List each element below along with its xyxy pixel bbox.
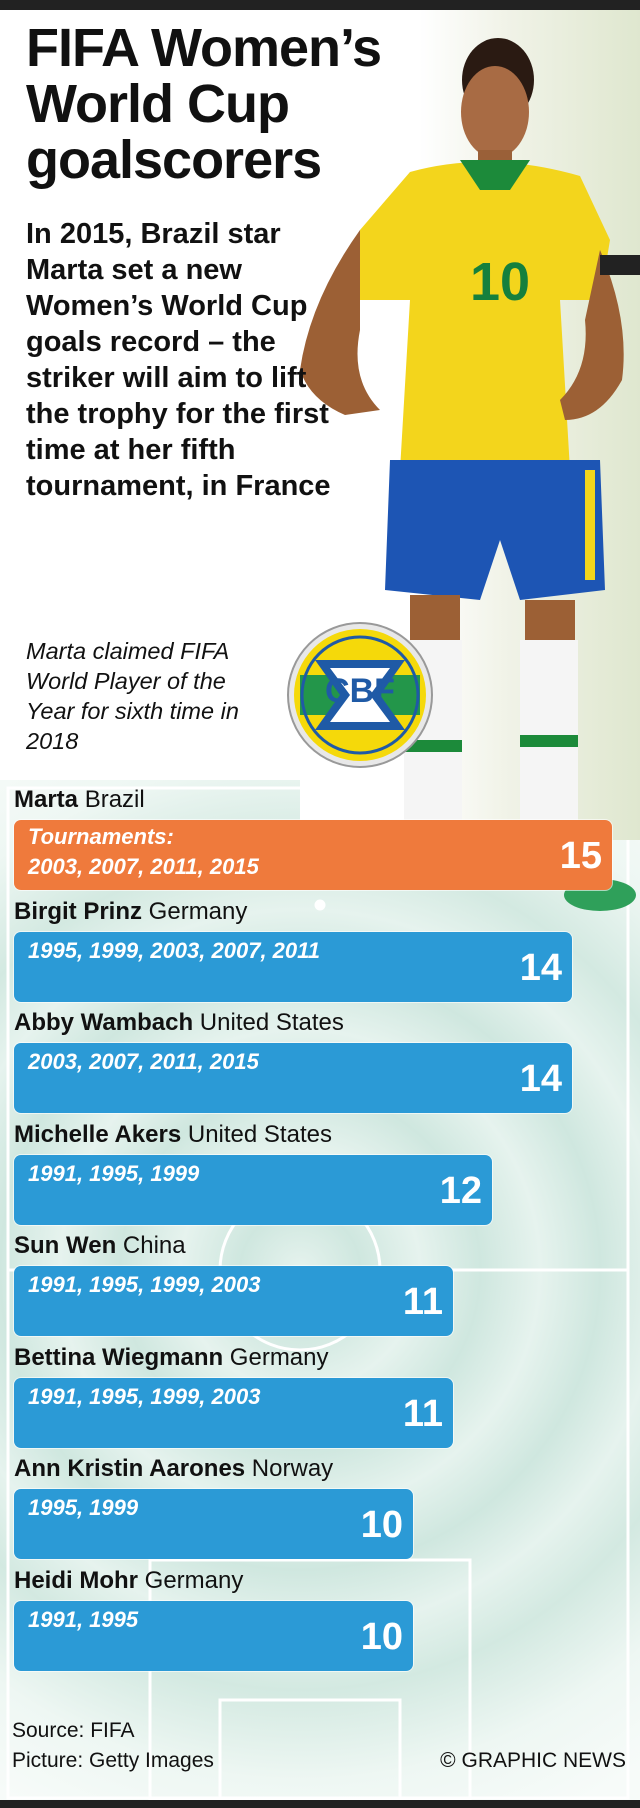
tournament-years: 1991, 1995, 1999, 2003 [28,1272,261,1297]
goals-bar: 1991, 1995 10 [14,1601,413,1671]
goals-value: 15 [559,835,602,877]
goals-value: 11 [402,1281,443,1323]
scorer-label: Bettina Wiegmann Germany [14,1344,329,1372]
goals-value: 10 [360,1504,403,1546]
graphic-news-credit: © GRAPHIC NEWS [440,1749,626,1772]
tournaments-caption: Tournaments: [28,824,174,849]
picture-credit: Picture: Getty Images [12,1749,214,1772]
player-shirt [360,161,610,470]
goals-bar: 1995, 1999, 2003, 2007, 2011 14 [14,932,572,1002]
tournament-years: 1991, 1995, 1999, 2003 [28,1384,261,1409]
scorer-name: Ann Kristin Aarones [14,1455,246,1482]
source-text: Source: FIFA [12,1719,135,1742]
scorer-country: Germany [223,1344,329,1371]
scorer-country: Germany [138,1567,244,1594]
scorer-country: China [116,1232,186,1259]
tournament-years: 1995, 1999, 2003, 2007, 2011 [28,938,320,963]
badge-label: CBF [325,672,395,710]
goals-bar: 1991, 1995, 1999 12 [14,1155,492,1225]
scorer-country: Norway [245,1455,334,1482]
scorer-label: Michelle Akers United States [14,1121,332,1149]
goals-bar: 1991, 1995, 1999, 2003 11 [14,1266,453,1336]
award-note: Marta claimed FIFA World Player of the Y… [26,638,239,754]
tournament-years: 2003, 2007, 2011, 2015 [28,854,259,879]
scorer-name: Bettina Wiegmann [14,1344,224,1371]
top-rule [0,0,640,10]
scorer-label: Marta Brazil [14,786,145,814]
scorer-name: Abby Wambach [14,1009,194,1036]
scorer-label: Abby Wambach United States [14,1009,344,1037]
footer-credits: Source: FIFA Picture: Getty Images [12,1716,214,1776]
scorer-name: Michelle Akers [14,1121,182,1148]
player-shorts [385,460,605,600]
intro-text: In 2015, Brazil star Marta set a new Wom… [26,218,331,502]
tournament-years: 2003, 2007, 2011, 2015 [28,1049,259,1074]
tournament-years: 1991, 1995 [28,1607,139,1632]
goals-value: 11 [402,1393,443,1435]
player-face [461,66,529,158]
goals-bar: 2003, 2007, 2011, 2015 14 [14,1043,572,1113]
scorer-label: Ann Kristin Aarones Norway [14,1455,333,1483]
goals-bar: Tournaments: 2003, 2007, 2011, 2015 15 [14,820,612,890]
goals-bar: 1991, 1995, 1999, 2003 11 [14,1378,453,1448]
goals-bar: 1995, 1999 10 [14,1489,413,1559]
scorer-label: Heidi Mohr Germany [14,1567,243,1595]
scorer-country: Germany [142,898,248,925]
cbf-crest-icon [287,622,433,768]
scorer-name: Heidi Mohr [14,1567,138,1594]
goals-value: 12 [439,1170,482,1212]
scorer-name: Sun Wen [14,1232,117,1259]
scorer-name: Birgit Prinz [14,898,143,925]
page-title: FIFA Women’s World Cup goalscorers [26,18,382,190]
goals-value: 10 [360,1616,403,1658]
cbf-badge: CBF [285,620,435,770]
bottom-rule [0,1800,640,1808]
tournament-years: 1995, 1999 [28,1495,139,1520]
scorer-country: United States [181,1121,332,1148]
goals-value: 14 [519,1058,562,1100]
scorer-country: United States [193,1009,344,1036]
scorer-country: Brazil [78,786,145,813]
scorer-name: Marta [14,786,79,813]
tournament-years: 1991, 1995, 1999 [28,1161,200,1186]
scorer-label: Sun Wen China [14,1232,186,1260]
goals-value: 14 [519,947,562,989]
shirt-number-graphic: 10 [470,252,530,312]
scorer-label: Birgit Prinz Germany [14,898,247,926]
